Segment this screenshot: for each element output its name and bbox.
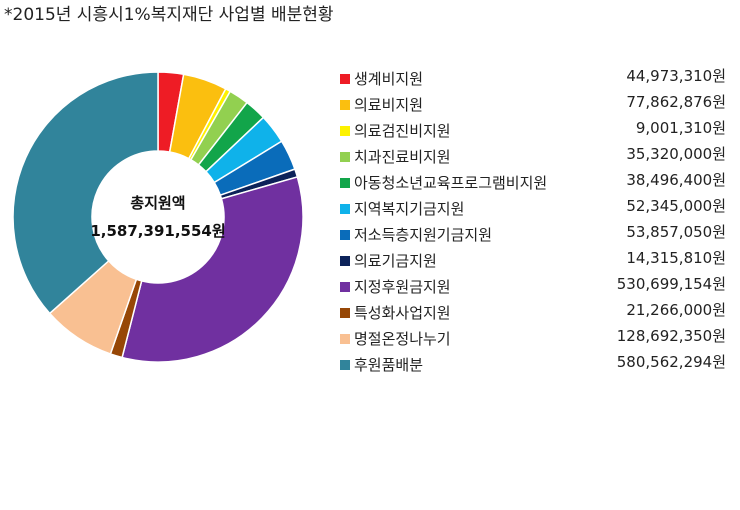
legend-swatch xyxy=(340,152,350,162)
legend-value: 38,496,400원 xyxy=(626,171,726,189)
legend-label: 의료비지원 xyxy=(354,96,424,114)
legend-label: 특성화사업지원 xyxy=(354,304,451,322)
legend-value: 128,692,350원 xyxy=(616,327,726,345)
legend-item: 명절온정나누기 128,692,350원 xyxy=(340,326,732,352)
legend-label: 치과진료비지원 xyxy=(354,148,451,166)
legend-label: 저소득층지원기금지원 xyxy=(354,226,493,244)
legend-swatch xyxy=(340,74,350,84)
chart-title: *2015년 시흥시1%복지재단 사업별 배분현황 xyxy=(4,5,334,25)
legend-item: 아동청소년교육프로그램비지원 38,496,400원 xyxy=(340,170,732,196)
legend-item: 후원품배분 580,562,294원 xyxy=(340,352,732,378)
legend-swatch xyxy=(340,204,350,214)
legend-value: 53,857,050원 xyxy=(626,223,726,241)
legend-item: 의료기금지원 14,315,810원 xyxy=(340,248,732,274)
legend-label: 후원품배분 xyxy=(354,356,424,374)
legend-value: 21,266,000원 xyxy=(626,301,726,319)
legend-label: 아동청소년교육프로그램비지원 xyxy=(354,174,548,192)
legend-item: 지역복지기금지원 52,345,000원 xyxy=(340,196,732,222)
legend-swatch xyxy=(340,256,350,266)
center-label: 총지원액 xyxy=(130,194,185,212)
legend-label: 명절온정나누기 xyxy=(354,330,451,348)
legend-label: 생계비지원 xyxy=(354,70,424,88)
legend-item: 저소득층지원기금지원 53,857,050원 xyxy=(340,222,732,248)
legend-item: 생계비지원 44,973,310원 xyxy=(340,66,732,92)
legend-item: 의료비지원 77,862,876원 xyxy=(340,92,732,118)
legend-value: 77,862,876원 xyxy=(626,93,726,111)
legend-swatch xyxy=(340,334,350,344)
donut-slice-9 xyxy=(121,176,304,363)
legend-value: 35,320,000원 xyxy=(626,145,726,163)
donut-slice-12 xyxy=(12,71,159,315)
legend-value: 580,562,294원 xyxy=(616,353,726,371)
legend-value: 44,973,310원 xyxy=(626,67,726,85)
legend-label: 지정후원금지원 xyxy=(354,278,451,296)
center-value: 1,587,391,554원 xyxy=(90,222,225,240)
legend-swatch xyxy=(340,282,350,292)
legend-item: 지정후원금지원 530,699,154원 xyxy=(340,274,732,300)
legend-label: 의료검진비지원 xyxy=(354,122,451,140)
legend-swatch xyxy=(340,360,350,370)
donut-chart: 총지원액 1,587,391,554원 xyxy=(12,71,304,363)
legend-value: 52,345,000원 xyxy=(626,197,726,215)
legend-swatch xyxy=(340,178,350,188)
legend-item: 특성화사업지원 21,266,000원 xyxy=(340,300,732,326)
legend-value: 530,699,154원 xyxy=(616,275,726,293)
legend-swatch xyxy=(340,100,350,110)
legend-value: 14,315,810원 xyxy=(626,249,726,267)
legend-swatch xyxy=(340,230,350,240)
legend-value: 9,001,310원 xyxy=(635,119,726,137)
legend-label: 지역복지기금지원 xyxy=(354,200,465,218)
legend-item: 의료검진비지원 9,001,310원 xyxy=(340,118,732,144)
legend-swatch xyxy=(340,308,350,318)
legend-swatch xyxy=(340,126,350,136)
legend-label: 의료기금지원 xyxy=(354,252,437,270)
legend-item: 치과진료비지원 35,320,000원 xyxy=(340,144,732,170)
